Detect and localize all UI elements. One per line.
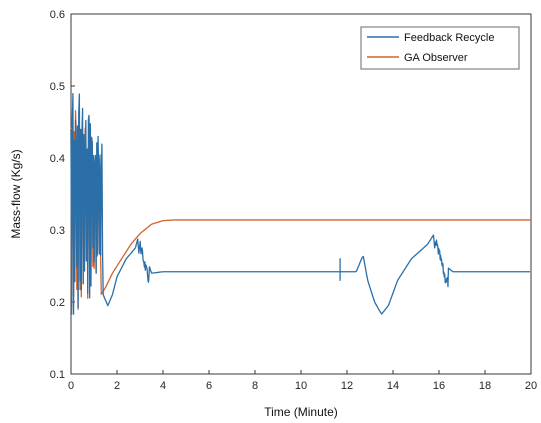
x-axis-label: Time (Minute) [264,405,338,419]
x-tick-label: 6 [206,380,212,392]
x-tick-label: 12 [341,380,353,392]
x-tick-label: 16 [433,380,445,392]
y-tick-label: 0.3 [50,225,65,237]
axis-ticks: 0 2 4 6 8 10 12 14 16 18 20 0.1 0.2 0.3 0.4 0.5 0.6 [50,9,537,392]
x-tick-label: 10 [295,380,307,392]
y-tick-label: 0.2 [50,297,65,309]
x-tick-label: 2 [114,380,120,392]
series-line-ga-observer [70,110,531,310]
legend-box [360,26,520,70]
x-tick-label: 4 [160,380,166,392]
legend-label-ga-observer: GA Observer [404,52,468,64]
y-tick-label: 0.4 [50,153,65,165]
y-tick-label: 0.6 [50,9,65,21]
plot-area [70,13,532,375]
x-tick-label: 20 [525,380,537,392]
series-line-feedback-recycle [70,93,531,315]
x-tick-label: 14 [387,380,399,392]
legend-label-feedback-recycle: Feedback Recycle [404,32,495,44]
y-tick-label: 0.1 [50,369,65,381]
series-layer [70,93,531,315]
y-axis-label: Mass-flow (Kg/s) [9,149,23,238]
x-tick-label: 0 [68,380,74,392]
legend: Feedback Recycle GA Observer [360,26,520,70]
y-tick-label: 0.5 [50,81,65,93]
x-tick-label: 18 [479,380,491,392]
x-tick-label: 8 [252,380,258,392]
